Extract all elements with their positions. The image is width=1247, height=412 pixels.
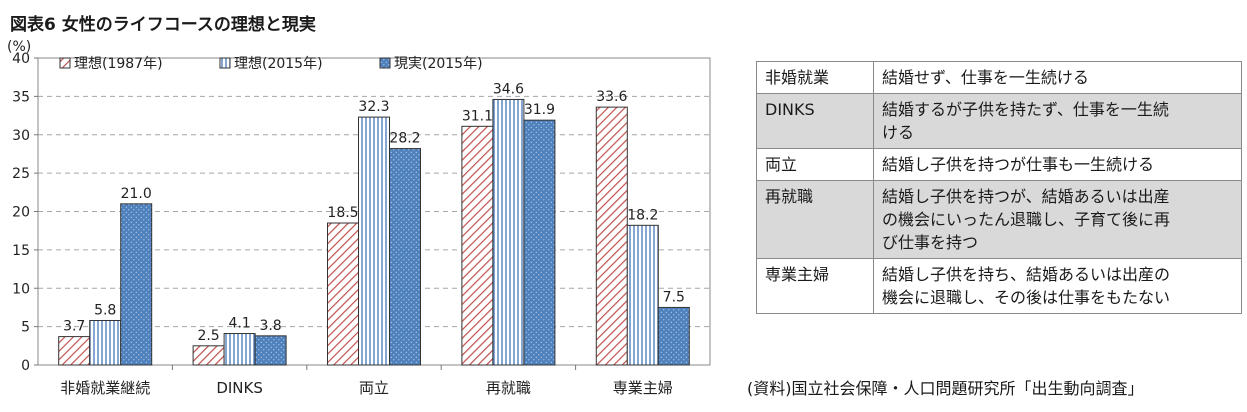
definition-term: 非婚就業 (756, 61, 874, 94)
y-tick-label: 0 (21, 358, 30, 374)
definition-description-line: 結婚し子供を持ち、結婚あるいは出産の (882, 265, 1171, 284)
definition-description-line: び仕事を持つ (882, 233, 979, 252)
definition-description: 結婚せず、仕事を一生続ける (873, 61, 1242, 94)
data-label: 32.3 (358, 99, 389, 115)
bar (523, 119, 556, 366)
data-label: 33.6 (596, 89, 627, 105)
definition-term: 両立 (756, 148, 874, 181)
definition-row: 専業主婦 結婚し子供を持ち、結婚あるいは出産の 機会に退職し、その後は仕事をもたない (756, 258, 1242, 314)
y-tick-label: 40 (12, 51, 30, 67)
data-label: 31.1 (462, 108, 493, 124)
y-tick-label: 5 (21, 320, 30, 336)
bar (657, 306, 690, 366)
data-label: 5.8 (94, 302, 116, 318)
x-tick-label: 専業主婦 (613, 379, 673, 397)
bar (89, 319, 122, 366)
definition-row: 非婚就業 結婚せず、仕事を一生続ける (756, 61, 1242, 94)
x-tick-label: DINKS (216, 379, 263, 397)
data-label: 4.1 (228, 316, 250, 332)
bar (254, 335, 287, 366)
legend-label: 理想(2015年) (234, 56, 323, 72)
bar (223, 333, 256, 366)
bar (327, 222, 359, 366)
chart-title: 図表6 女性のライフコースの理想と現実 (10, 15, 316, 35)
legend-label: 理想(1987年) (74, 56, 163, 72)
bar (595, 106, 628, 366)
legend-swatch (219, 57, 231, 69)
axes: 0 5 10 15 20 25 30 35 40(%) 非婚就業継続 DINKS 両立 再就職 専業主婦 (7, 39, 711, 397)
legend-swatch (59, 57, 71, 69)
bar (626, 224, 659, 366)
y-axis-label: (%) (7, 39, 31, 55)
definition-description: 結婚するが子供を持たず、仕事を一生続 ける (873, 93, 1242, 149)
bar (192, 345, 225, 366)
definition-description-line: の機会にいったん退職し、子育て後に再 (882, 210, 1171, 229)
definition-term: 再就職 (756, 180, 874, 259)
legend-swatch (379, 57, 391, 69)
bar (358, 116, 390, 366)
definition-description-line: 結婚するが子供を持たず、仕事を一生続 (882, 100, 1169, 119)
definition-description: 結婚し子供を持ち、結婚あるいは出産の 機会に退職し、その後は仕事をもたない (873, 258, 1242, 314)
bar (492, 98, 525, 366)
data-label: 18.5 (327, 205, 358, 221)
x-tick-label: 非婚就業継続 (60, 379, 150, 397)
definition-description-line: 結婚し子供を持つが仕事も一生続ける (882, 155, 1155, 174)
y-tick-label: 20 (12, 205, 30, 221)
source-note: (資料)国立社会保障・人口問題研究所「出生動向調査」 (747, 379, 1144, 398)
data-label: 28.2 (389, 131, 420, 147)
definition-term: DINKS (756, 93, 874, 149)
definition-term: 専業主婦 (756, 258, 874, 314)
definition-description-line: ける (882, 123, 915, 142)
definition-description-line: 結婚せず、仕事を一生続ける (882, 68, 1089, 87)
x-tick-label: 再就職 (486, 379, 531, 397)
bar (58, 336, 91, 366)
bar (389, 148, 421, 366)
definition-description: 結婚し子供を持つが仕事も一生続ける (873, 148, 1242, 181)
data-label: 31.9 (524, 102, 555, 118)
data-label: 34.6 (493, 81, 524, 97)
definition-description: 結婚し子供を持つが、結婚あるいは出産 の機会にいったん退職し、子育て後に再 び仕事を… (873, 180, 1242, 259)
bars (58, 98, 690, 366)
legend-label: 現実(2015年) (394, 56, 483, 72)
y-tick-label: 35 (12, 89, 30, 105)
data-labels: 3.75.821.02.54.1 3.818.532.328.231.134.63… (63, 81, 685, 343)
definition-description-line: 機会に退職し、その後は仕事をもたない (882, 288, 1171, 307)
data-label: 18.2 (627, 207, 658, 223)
y-tick-label: 15 (12, 243, 30, 259)
y-tick-label: 10 (12, 281, 30, 297)
data-label: 21.0 (121, 186, 152, 202)
definition-row: DINKS 結婚するが子供を持たず、仕事を一生続 ける (756, 93, 1242, 149)
definition-row: 両立 結婚し子供を持つが仕事も一生続ける (756, 148, 1242, 181)
data-label: 3.8 (259, 318, 281, 334)
y-tick-label: 30 (12, 128, 30, 144)
legend: 理想(1987年) 理想(2015年) 現実(2015年) (59, 56, 483, 72)
bar (120, 203, 153, 366)
definition-table: 非婚就業 結婚せず、仕事を一生続ける DINKS 結婚するが子供を持たず、仕事を一生続… (756, 61, 1242, 314)
data-label: 7.5 (663, 289, 685, 305)
y-tick-label: 25 (12, 166, 30, 182)
definition-description-line: 結婚し子供を持つが、結婚あるいは出産 (882, 187, 1170, 206)
data-label: 2.5 (197, 328, 219, 344)
bar (461, 125, 494, 366)
x-tick-label: 両立 (359, 379, 389, 397)
definition-row: 再就職 結婚し子供を持つが、結婚あるいは出産 の機会にいったん退職し、子育て後に再び… (756, 180, 1242, 259)
data-label: 3.7 (63, 319, 85, 335)
